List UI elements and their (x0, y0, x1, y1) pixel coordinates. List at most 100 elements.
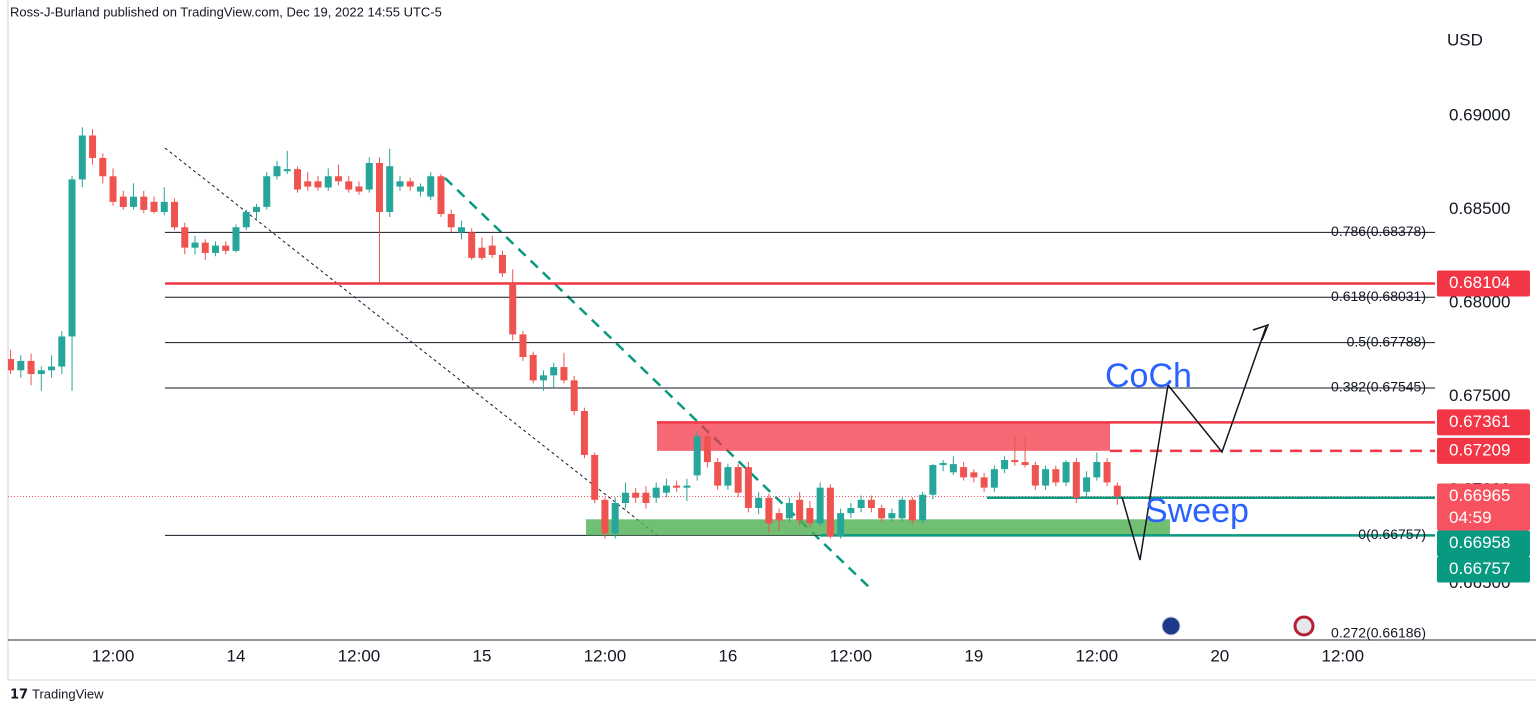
candle-body (1031, 465, 1039, 486)
candle-body (1083, 477, 1091, 492)
candle-body (775, 513, 783, 521)
x-tick-label: 12:00 (92, 646, 135, 665)
candle-body (652, 487, 660, 498)
candle-body (888, 513, 896, 519)
candle-body (1011, 460, 1019, 463)
candle-body (550, 367, 558, 376)
candle-body (17, 360, 25, 371)
us-flag-icon[interactable] (1293, 615, 1315, 637)
candle-body (960, 467, 968, 478)
y-tick-label: 0.67500 (1449, 386, 1510, 405)
price-tag (1437, 437, 1530, 464)
candle-body (119, 196, 127, 207)
candle-body (529, 354, 537, 381)
candle-body (48, 366, 56, 371)
countdown-label: 04:59 (1449, 508, 1492, 527)
candle-body (355, 186, 363, 192)
candle-body (437, 176, 445, 215)
annotation-text: Sweep (1145, 492, 1249, 530)
candle-body (498, 254, 506, 274)
arrow-head (1252, 323, 1270, 341)
candle-body (1001, 460, 1009, 470)
candle-body (416, 186, 424, 192)
plot-area (8, 127, 1435, 591)
fib-level-label: 0(0.66757) (1358, 526, 1426, 542)
candle-body (919, 494, 927, 521)
supply-zone (657, 422, 1110, 451)
currency-label: USD (1447, 30, 1483, 49)
candle-body (365, 162, 373, 190)
price-tag-label: 0.67361 (1449, 412, 1510, 431)
publisher-header: Ross-J-Burland published on TradingView.… (10, 4, 442, 19)
candle-body (601, 499, 609, 534)
candle-body (591, 454, 599, 500)
candle-body (724, 467, 732, 486)
candle-body (150, 201, 158, 212)
candle-body (980, 477, 988, 488)
candle-body (58, 336, 66, 367)
candle-body (222, 245, 230, 251)
price-tag-label: 0.66965 (1449, 486, 1510, 505)
au-flag-icon[interactable] (1161, 616, 1181, 636)
candle-body (714, 462, 722, 486)
price-tag (1437, 556, 1530, 583)
candle-body (78, 135, 86, 180)
candle-body (263, 176, 271, 207)
candle-body (396, 181, 404, 187)
x-tick-label: 14 (227, 646, 246, 665)
candle-body (468, 232, 476, 258)
candle-body (304, 181, 312, 187)
candle-body (109, 176, 117, 202)
candle-body (673, 485, 681, 488)
demand-zone (586, 519, 1170, 536)
candle-body (478, 247, 486, 258)
x-tick-label: 12:00 (1321, 646, 1364, 665)
candle-body (898, 499, 906, 519)
fib-level-label: 0.272(0.66186) (1331, 625, 1426, 641)
candle-body (242, 211, 250, 228)
candle-body (785, 502, 793, 519)
y-tick-label: 0.68000 (1449, 292, 1510, 311)
x-tick-label: 19 (964, 646, 983, 665)
price-tag (1437, 270, 1530, 297)
candle-body (212, 245, 220, 253)
candle-body (191, 242, 199, 248)
candle-body (826, 487, 834, 537)
candle-body (580, 411, 588, 455)
candle-body (519, 334, 527, 358)
candle-body (847, 508, 855, 514)
candle-body (171, 201, 179, 228)
candle-body (293, 169, 301, 190)
candle-body (642, 492, 650, 503)
candle-body (1042, 469, 1050, 486)
candle-body (386, 166, 394, 212)
candle-body (632, 492, 640, 498)
x-tick-label: 12:00 (1076, 646, 1119, 665)
candle-body (1093, 462, 1101, 478)
candle-body (611, 502, 619, 534)
candle-body (703, 436, 711, 463)
y-tick-label: 0.69000 (1449, 106, 1510, 125)
candle-body (765, 497, 773, 524)
price-tag (1437, 530, 1530, 557)
candle-body (509, 283, 517, 335)
candle-body (755, 497, 763, 509)
drawings: CoCh Sweep (1105, 323, 1315, 637)
candle-body (908, 499, 916, 521)
candle-body (201, 242, 209, 253)
candle-body (560, 367, 568, 381)
candle-body (796, 499, 804, 521)
candle-body (406, 181, 414, 187)
candle-body (160, 201, 168, 212)
candle-body (232, 227, 240, 251)
candle-body (837, 513, 845, 537)
candle-body (253, 206, 261, 212)
price-tag-label: 0.67209 (1449, 440, 1510, 459)
candle-body (283, 169, 291, 172)
candle-body (427, 176, 435, 197)
fib-level-label: 0.5(0.67788) (1347, 333, 1426, 349)
candle-body (744, 467, 752, 509)
candle-body (181, 227, 189, 248)
x-tick-label: 12:00 (584, 646, 627, 665)
candle-body (324, 176, 332, 188)
